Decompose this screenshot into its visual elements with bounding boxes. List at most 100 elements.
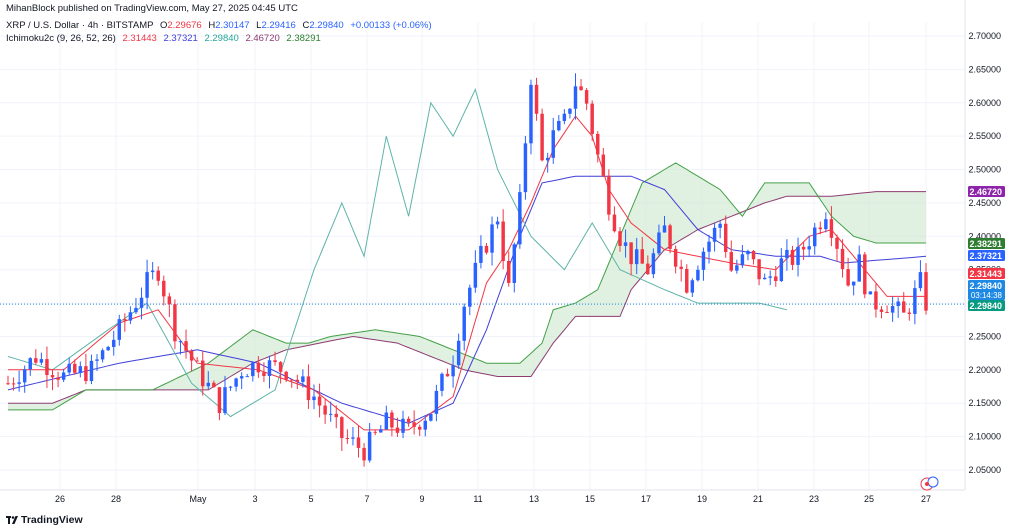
candle xyxy=(701,247,706,281)
candle xyxy=(612,206,617,233)
candle-body xyxy=(28,358,32,370)
candle xyxy=(685,264,689,294)
price-tag-box xyxy=(968,186,1005,197)
candle-body xyxy=(495,221,500,225)
candle-body xyxy=(39,359,44,363)
time-tick-label: 27 xyxy=(921,494,931,504)
candle xyxy=(379,425,383,433)
candle xyxy=(796,237,800,277)
candle-body xyxy=(6,383,10,385)
candle-body xyxy=(518,192,522,245)
time-tick-label: 21 xyxy=(753,494,763,504)
candle-body xyxy=(223,387,227,414)
candle xyxy=(278,361,283,384)
candle xyxy=(501,209,505,270)
price-tag: 2.31443 xyxy=(968,268,1005,279)
candle xyxy=(139,287,144,320)
candle xyxy=(456,333,461,369)
candle-body xyxy=(829,219,834,238)
candle-body xyxy=(729,252,733,271)
candle xyxy=(150,262,155,280)
candle-body xyxy=(746,251,750,255)
tradingview-logo[interactable]: TradingView xyxy=(6,514,83,526)
candle xyxy=(601,148,606,178)
candle-body xyxy=(468,287,472,307)
price-tick-label: 2.05000 xyxy=(968,465,1001,475)
candle-body xyxy=(167,296,172,305)
candle xyxy=(462,303,466,351)
candle-body xyxy=(590,103,594,134)
candle-body xyxy=(651,253,656,275)
candle xyxy=(28,357,32,376)
candle xyxy=(484,243,489,255)
symbol-name[interactable]: XRP / U.S. Dollar · 4h · BITSTAMP xyxy=(6,20,154,31)
candle-body xyxy=(134,307,138,313)
price-tick-label: 2.50000 xyxy=(968,165,1001,175)
price-tag-box xyxy=(968,238,1005,249)
price-tag: 2.37321 xyxy=(968,250,1005,261)
close-value: 2.29840 xyxy=(309,20,344,31)
candle xyxy=(334,405,338,429)
candle-body xyxy=(790,249,795,265)
candle-body xyxy=(690,280,695,293)
candle xyxy=(273,351,277,366)
candle xyxy=(618,227,622,252)
candle xyxy=(584,87,589,111)
candle-body xyxy=(501,221,505,261)
candle-body xyxy=(34,358,38,363)
candle xyxy=(106,345,110,351)
ichimoku-name[interactable]: Ichimoku2c (9, 26, 52, 26) xyxy=(6,33,116,44)
candle-body xyxy=(562,113,567,121)
candle xyxy=(868,291,873,295)
candle-body xyxy=(768,276,772,278)
candle-body xyxy=(902,301,906,313)
candle xyxy=(651,248,656,279)
candle-body xyxy=(634,249,639,265)
candle xyxy=(84,353,88,385)
candle-body xyxy=(885,311,889,313)
candle-body xyxy=(796,246,800,265)
candle-body xyxy=(596,133,600,155)
candle-body xyxy=(228,386,233,388)
candle-body xyxy=(801,246,806,250)
candle-body xyxy=(774,276,778,281)
candle-body xyxy=(507,260,511,283)
candle xyxy=(184,329,188,359)
candle xyxy=(596,131,600,163)
candle xyxy=(913,280,917,325)
time-axis[interactable]: 26 28 May 3 5 7 9 11 13 15 17 19 21 23 25 27 xyxy=(55,494,931,504)
candle xyxy=(568,108,572,119)
candles xyxy=(6,73,928,467)
candle-body xyxy=(685,268,689,293)
candle-body xyxy=(50,375,55,378)
candle-body xyxy=(117,319,121,340)
candle-body xyxy=(89,360,94,382)
candle-body xyxy=(423,420,427,430)
candle-body xyxy=(84,366,88,382)
candle xyxy=(746,249,750,261)
event-marker-dot xyxy=(925,482,929,486)
candle xyxy=(751,250,756,265)
candle xyxy=(634,237,639,275)
candle xyxy=(217,386,222,421)
candle xyxy=(145,259,149,310)
candle xyxy=(134,297,138,315)
candle xyxy=(534,77,539,121)
candle-body xyxy=(334,413,338,418)
candle-body xyxy=(73,363,77,373)
candle xyxy=(495,216,500,229)
candle-body xyxy=(284,371,288,380)
candle xyxy=(885,305,889,313)
candle-body xyxy=(579,86,583,91)
candle xyxy=(423,415,427,437)
leading-span-a-line xyxy=(8,162,926,411)
candle-body xyxy=(673,248,678,267)
candle-body xyxy=(662,225,667,233)
candle xyxy=(78,361,83,378)
price-tick-label: 2.40000 xyxy=(968,231,1001,241)
candle-body xyxy=(379,429,383,433)
candle xyxy=(740,244,745,269)
time-tick-label: 5 xyxy=(308,494,313,504)
candle xyxy=(128,306,133,325)
